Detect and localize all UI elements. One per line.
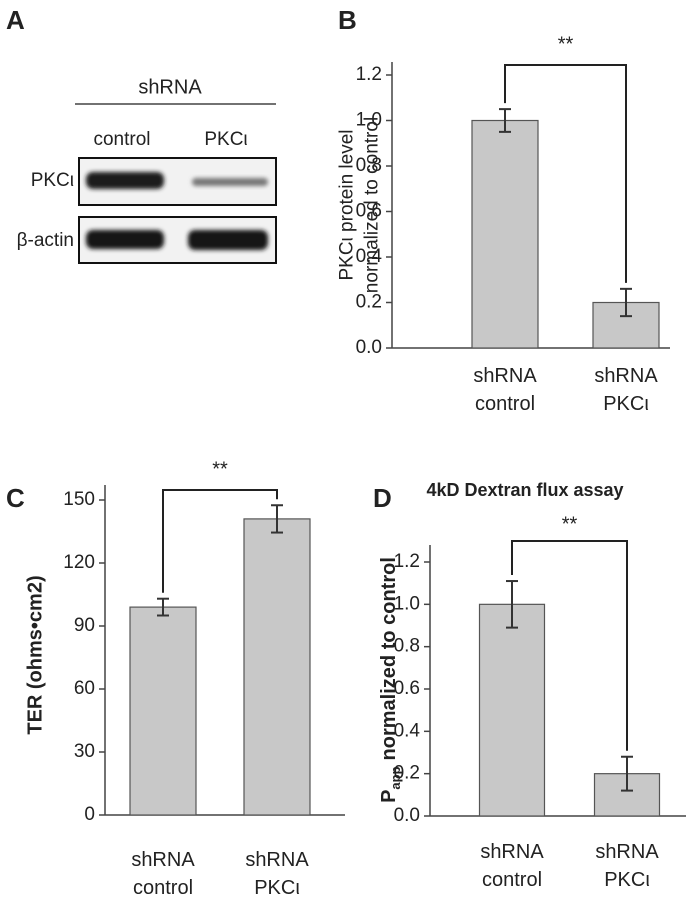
y-tick-label: 0.4 — [394, 720, 421, 741]
y-label-text: normalized to control — [378, 557, 400, 760]
significance-label: ** — [212, 458, 228, 480]
x-tick-label: shRNA control — [480, 841, 544, 891]
panel-letter: D — [373, 483, 392, 513]
y-axis-label: Papp normalized to control — [378, 557, 403, 803]
panel-letter: C — [6, 483, 25, 513]
y-axis-label: TER (ohms•cm2) — [24, 575, 46, 734]
error-bar — [506, 580, 518, 629]
y-tick-label: 60 — [74, 678, 95, 699]
y-label-subscript: app — [388, 766, 403, 789]
bar — [478, 603, 546, 817]
y-tick-label: 30 — [74, 741, 95, 762]
error-bar — [621, 755, 633, 792]
column-label: control — [93, 129, 150, 150]
y-axis-label-text: Papp normalized to control — [378, 557, 403, 803]
band — [188, 230, 268, 250]
column-label: PKCι — [204, 129, 247, 150]
bar — [471, 119, 539, 349]
y-tick-label: 0.8 — [356, 155, 382, 176]
chart-title: 4kD Dextran flux assay — [426, 480, 623, 500]
x-tick-label: shRNA PKCι — [594, 365, 658, 415]
error-bar — [157, 597, 169, 617]
y-tick-label: 0.0 — [356, 337, 382, 358]
y-tick-label: 0 — [84, 804, 95, 825]
y-tick-label: 1.0 — [356, 110, 382, 131]
bar — [243, 518, 311, 816]
band — [86, 230, 164, 249]
significance-bracket — [511, 540, 628, 751]
y-tick-label: 0.2 — [356, 292, 382, 313]
x-tick-label-box: shRNA control — [473, 365, 537, 415]
y-axis-label-line: normalized to control — [362, 117, 383, 293]
y-tick-label: 0.4 — [356, 246, 383, 267]
x-tick-label-box: shRNA control — [480, 841, 544, 891]
panel-letter: B — [338, 5, 357, 35]
band — [86, 172, 164, 189]
y-tick-label: 0.2 — [394, 763, 420, 784]
x-tick-label: shRNA PKCι — [245, 849, 309, 899]
x-tick-label-box: shRNA PKCι — [595, 841, 659, 891]
y-tick-label: 120 — [63, 552, 95, 573]
bar — [129, 606, 197, 816]
blot-header: shRNA — [138, 76, 202, 98]
panel-letter: A — [6, 5, 25, 35]
x-tick-label: shRNA control — [131, 849, 195, 899]
error-bar — [271, 504, 283, 534]
y-tick-label: 1.2 — [394, 551, 420, 572]
row-label: PKCι — [31, 170, 74, 191]
y-tick-label: 0.6 — [356, 201, 382, 222]
error-bar — [499, 108, 511, 133]
y-axis-label-text: TER (ohms•cm2) — [24, 575, 46, 734]
significance-label: ** — [558, 33, 574, 55]
significance-label: ** — [562, 513, 578, 535]
y-tick-label: 1.2 — [356, 64, 382, 85]
y-tick-label: 1.0 — [394, 593, 420, 614]
x-tick-label-box: shRNA PKCι — [245, 849, 309, 899]
y-tick-label: 150 — [63, 489, 95, 510]
significance-bracket — [504, 64, 627, 283]
significance-bracket — [162, 489, 278, 593]
error-bar — [620, 287, 632, 318]
y-axis-label: PKCι protein level normalized to control — [337, 117, 383, 293]
x-tick-label: shRNA control — [473, 365, 537, 415]
y-tick-label: 0.0 — [394, 805, 420, 826]
y-tick-label: 0.6 — [394, 678, 420, 699]
y-axis-label-line: PKCι protein level — [337, 129, 358, 280]
band — [192, 178, 268, 186]
row-label: β-actin — [17, 230, 74, 251]
y-tick-label: 90 — [74, 615, 95, 636]
panel-a: A shRNA control PKCι PKCι β-actin — [6, 5, 277, 264]
y-tick-label: 0.8 — [394, 636, 420, 657]
y-label-base: P — [378, 790, 400, 803]
x-tick-label-box: shRNA PKCι — [594, 365, 658, 415]
x-tick-label-box: shRNA control — [131, 849, 195, 899]
x-tick-label: shRNA PKCι — [595, 841, 659, 891]
